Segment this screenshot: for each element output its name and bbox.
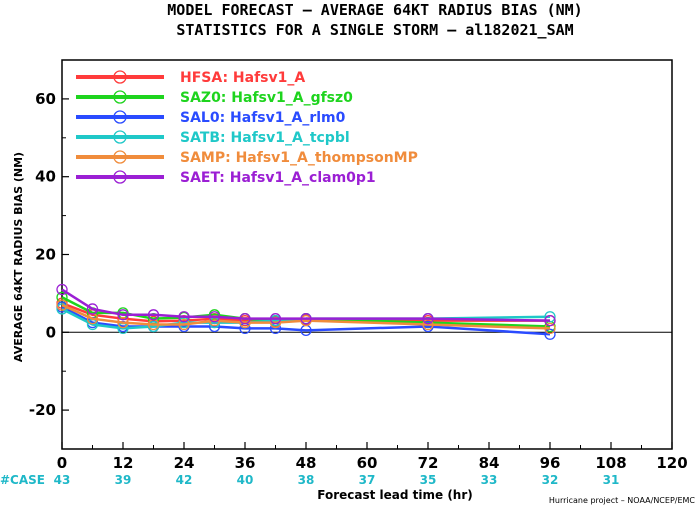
case-counts: 43 39 42 40 38 37 35 33 32 31: [54, 473, 620, 487]
legend-label: SAZ0: Hafsv1_A_gfsz0: [180, 90, 353, 106]
legend: HFSA: Hafsv1_A SAZ0: Hafsv1_A_gfsz0 SAL0: …: [76, 70, 418, 186]
data-point: [208, 311, 221, 323]
data-point: [239, 313, 251, 325]
data-point: [544, 314, 556, 327]
y-tick-label: 20: [35, 246, 56, 264]
case-label: #CASE: [0, 473, 45, 487]
x-tick-label: 96: [540, 454, 561, 472]
data-point: [117, 316, 129, 329]
case-count: 38: [298, 473, 315, 487]
x-tick-label: 60: [357, 454, 378, 472]
credit-text: Hurricane project – NOAA/NCEP/EMC: [549, 496, 696, 505]
data-point: [544, 322, 556, 335]
x-tick-label: 12: [113, 454, 134, 472]
data-point: [56, 283, 68, 296]
x-tick-label: 24: [174, 454, 195, 472]
series-5: [56, 283, 556, 327]
data-point: [544, 328, 556, 340]
case-count: 39: [115, 473, 132, 487]
legend-marker: [113, 90, 127, 104]
y-tick-label: 40: [35, 168, 56, 186]
data-point: [422, 313, 434, 325]
chart-title-line1: MODEL FORECAST – AVERAGE 64KT RADIUS BIA…: [167, 1, 582, 19]
data-point: [544, 311, 556, 323]
legend-marker: [113, 110, 127, 124]
x-axis-label: Forecast lead time (hr): [317, 488, 473, 502]
case-count: 42: [176, 473, 193, 487]
legend-label: SAL0: Hafsv1_A_rlm0: [180, 110, 346, 126]
legend-marker: [113, 70, 127, 84]
legend-marker: [113, 130, 127, 144]
x-tick-label: 72: [418, 454, 439, 472]
series-line: [61, 305, 551, 336]
case-count: 35: [420, 473, 437, 487]
case-count: 31: [603, 473, 620, 487]
data-point: [86, 303, 99, 315]
x-tick-label: 120: [656, 454, 687, 472]
x-tick-label: 0: [57, 454, 67, 472]
case-count: 33: [481, 473, 498, 487]
legend-marker: [113, 150, 127, 164]
legend-marker: [113, 170, 127, 184]
x-tick-label: 48: [296, 454, 317, 472]
data-point: [178, 318, 190, 331]
x-tick-label: 108: [595, 454, 626, 472]
data-point: [269, 313, 282, 325]
legend-label: SAMP: Hafsv1_A_thompsonMP: [180, 150, 418, 166]
series-line: [61, 296, 551, 328]
x-tick-label: 84: [479, 454, 500, 472]
legend-label: SATB: Hafsv1_A_tcpbl: [180, 130, 350, 146]
data-point: [300, 313, 312, 325]
y-axis-label: AVERAGE 64KT RADIUS BIAS (NM): [12, 152, 25, 362]
x-tick-label: 36: [235, 454, 256, 472]
legend-label: SAET: Hafsv1_A_clam0p1: [180, 170, 376, 186]
series-line: [61, 288, 551, 322]
case-count: 32: [542, 473, 559, 487]
legend-label: HFSA: Hafsv1_A: [180, 70, 305, 86]
y-tick-label: 0: [46, 323, 56, 341]
case-count: 40: [237, 473, 254, 487]
data-point: [56, 303, 68, 315]
case-count: 37: [359, 473, 376, 487]
series-line: [61, 303, 551, 330]
data-point: [178, 311, 190, 323]
y-tick-label: -20: [29, 401, 56, 419]
case-count: 43: [54, 473, 71, 487]
series-layer: [56, 283, 556, 340]
data-point: [56, 299, 68, 311]
x-axis: 0 12 24 36 48 60 72 84 96 108 120: [57, 442, 688, 472]
data-point: [147, 309, 160, 321]
chart-title-line2: STATISTICS FOR A SINGLE STORM – al182021…: [176, 21, 573, 39]
y-axis: -20 0 20 40 60: [29, 59, 69, 419]
data-point: [117, 309, 129, 321]
y-tick-label: 60: [35, 90, 56, 108]
